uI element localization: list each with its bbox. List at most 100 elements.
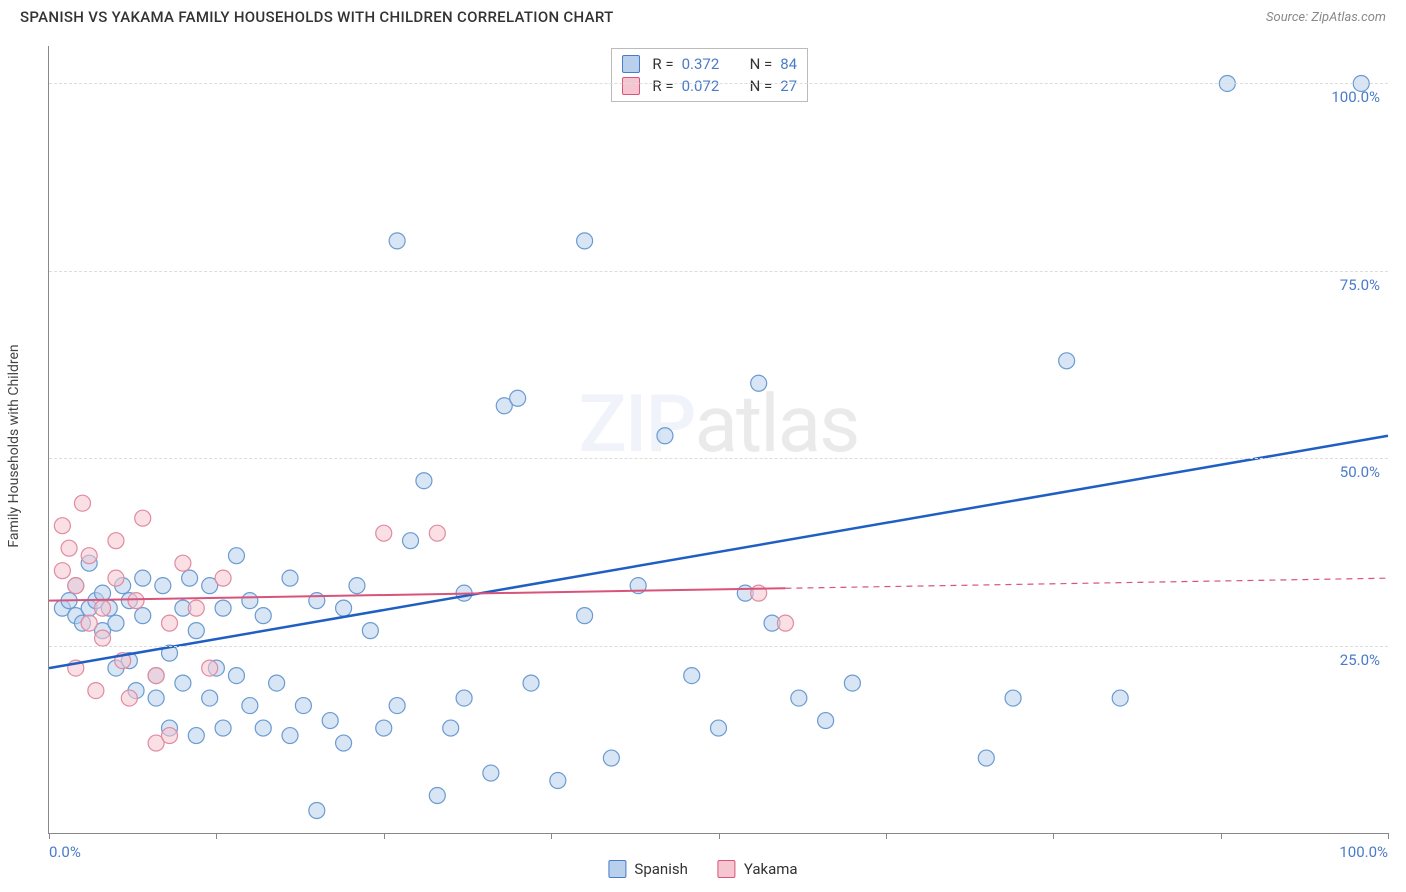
data-point (95, 630, 111, 646)
data-point (322, 713, 338, 729)
data-point (228, 548, 244, 564)
data-point (777, 615, 793, 631)
legend-swatch (622, 77, 640, 95)
data-point (188, 623, 204, 639)
gridline (49, 646, 1388, 647)
data-point (242, 593, 258, 609)
n-value: 27 (780, 77, 797, 95)
legend-label: Yakama (744, 860, 798, 878)
x-tick-mark (551, 833, 552, 839)
y-tick-label: 50.0% (1340, 463, 1380, 481)
x-tick-mark (1388, 833, 1389, 839)
n-label: N = (750, 77, 773, 95)
legend-swatch (622, 55, 640, 73)
data-point (162, 615, 178, 631)
data-point (336, 600, 352, 616)
data-point (121, 690, 137, 706)
n-label: N = (750, 55, 773, 73)
data-point (429, 788, 445, 804)
data-point (135, 570, 151, 586)
data-point (88, 683, 104, 699)
data-point (429, 525, 445, 541)
data-point (818, 713, 834, 729)
x-tick-label: 0.0% (49, 843, 81, 861)
chart-plot-area: ZIPatlas R = 0.372 N = 84 R = 0.072 N = … (48, 46, 1388, 834)
r-value: 0.072 (682, 77, 732, 95)
data-point (175, 555, 191, 571)
data-point (295, 698, 311, 714)
data-point (148, 690, 164, 706)
data-point (751, 585, 767, 601)
legend-stats-row: R = 0.072 N = 27 (622, 75, 797, 97)
chart-title: SPANISH VS YAKAMA FAMILY HOUSEHOLDS WITH… (20, 8, 614, 26)
data-point (108, 570, 124, 586)
data-point (510, 390, 526, 406)
data-point (282, 728, 298, 744)
x-tick-mark (886, 833, 887, 839)
data-point (1005, 690, 1021, 706)
data-point (751, 375, 767, 391)
x-tick-mark (384, 833, 385, 839)
legend-swatch (608, 860, 626, 878)
x-tick-mark (1221, 833, 1222, 839)
legend-series: Spanish Yakama (608, 860, 797, 878)
legend-stats: R = 0.372 N = 84 R = 0.072 N = 27 (611, 48, 808, 102)
data-point (81, 615, 97, 631)
data-point (416, 473, 432, 489)
data-point (550, 773, 566, 789)
data-point (182, 570, 198, 586)
data-point (349, 578, 365, 594)
data-point (54, 518, 70, 534)
data-point (215, 720, 231, 736)
data-point (68, 578, 84, 594)
x-tick-mark (216, 833, 217, 839)
data-point (242, 698, 258, 714)
data-point (376, 525, 392, 541)
trend-line-dashed (785, 578, 1388, 588)
gridline (49, 458, 1388, 459)
x-tick-mark (719, 833, 720, 839)
data-point (255, 720, 271, 736)
data-point (1112, 690, 1128, 706)
data-point (711, 720, 727, 736)
data-point (188, 728, 204, 744)
y-axis-label: Family Households with Children (6, 344, 22, 547)
y-tick-label: 75.0% (1340, 276, 1380, 294)
data-point (603, 750, 619, 766)
data-point (108, 533, 124, 549)
data-point (188, 600, 204, 616)
legend-stats-row: R = 0.372 N = 84 (622, 53, 797, 75)
data-point (148, 668, 164, 684)
data-point (978, 750, 994, 766)
data-point (255, 608, 271, 624)
x-tick-label: 100.0% (1339, 843, 1388, 861)
source-label: Source: ZipAtlas.com (1266, 10, 1386, 25)
y-tick-label: 25.0% (1340, 651, 1380, 669)
data-point (282, 570, 298, 586)
r-label: R = (652, 55, 673, 73)
data-point (1059, 353, 1075, 369)
data-point (456, 690, 472, 706)
legend-swatch (718, 860, 736, 878)
data-point (228, 668, 244, 684)
data-point (389, 233, 405, 249)
data-point (74, 495, 90, 511)
data-point (155, 578, 171, 594)
data-point (336, 735, 352, 751)
data-point (309, 803, 325, 819)
data-point (81, 548, 97, 564)
data-point (135, 608, 151, 624)
data-point (309, 593, 325, 609)
data-point (523, 675, 539, 691)
data-point (844, 675, 860, 691)
data-point (403, 533, 419, 549)
data-point (175, 675, 191, 691)
data-point (376, 720, 392, 736)
gridline (49, 271, 1388, 272)
data-point (202, 660, 218, 676)
scatter-svg (49, 46, 1388, 833)
data-point (108, 615, 124, 631)
data-point (483, 765, 499, 781)
legend-item: Yakama (718, 860, 798, 878)
data-point (577, 608, 593, 624)
